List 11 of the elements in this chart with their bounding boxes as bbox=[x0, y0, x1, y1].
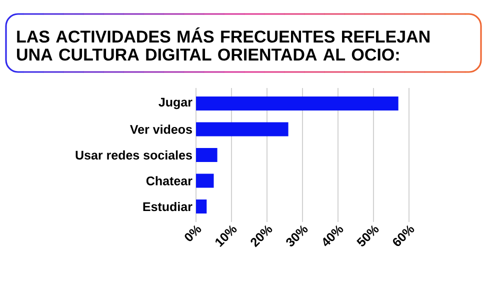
x-tick-label: 50% bbox=[356, 225, 379, 246]
chart-title: LAS ACTIVIDADES MÁS FRECUENTES REFLEJAN UNA CULTURA DIGITAL ORIENTADA AL OCIO: bbox=[17, 27, 430, 61]
y-tick-label: Ver videos bbox=[130, 124, 192, 134]
x-tick-label: 0% bbox=[184, 225, 202, 242]
x-tick-label: 30% bbox=[286, 225, 308, 246]
x-tick-label: 60% bbox=[393, 225, 414, 246]
y-tick-label: Chatear bbox=[146, 176, 192, 186]
y-tick-label: Usar redes sociales bbox=[76, 150, 192, 160]
y-tick-label: Jugar bbox=[158, 98, 192, 110]
x-tick-label: 40% bbox=[323, 225, 344, 246]
y-tick-label: Estudiar bbox=[143, 202, 192, 212]
